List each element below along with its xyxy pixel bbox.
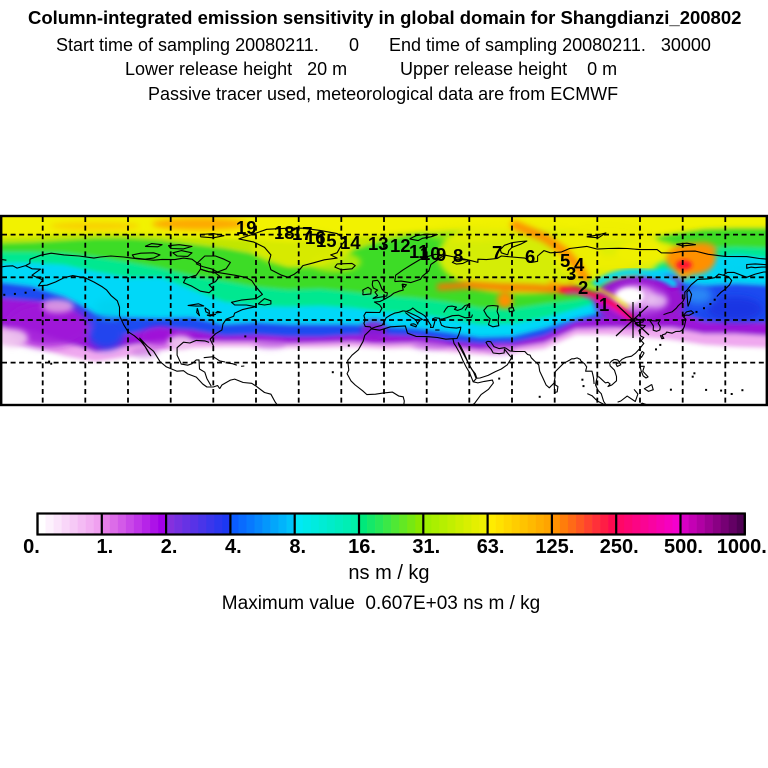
svg-text:13: 13: [368, 233, 389, 254]
svg-text:125.: 125.: [535, 536, 574, 558]
svg-text:2.: 2.: [161, 536, 178, 558]
svg-text:16: 16: [305, 227, 326, 248]
svg-text:500.: 500.: [664, 536, 703, 558]
svg-text:8.: 8.: [289, 536, 306, 558]
svg-text:250.: 250.: [600, 536, 639, 558]
svg-text:1.: 1.: [96, 536, 113, 558]
svg-text:16.: 16.: [348, 536, 376, 558]
svg-text:5: 5: [560, 250, 570, 271]
svg-text:3: 3: [566, 263, 576, 284]
svg-text:1: 1: [599, 294, 609, 315]
svg-text:12: 12: [390, 235, 411, 256]
svg-text:1000.: 1000.: [717, 536, 767, 558]
svg-text:4: 4: [574, 254, 585, 275]
svg-text:15: 15: [316, 230, 337, 251]
svg-text:31.: 31.: [412, 536, 440, 558]
svg-text:19: 19: [236, 217, 257, 238]
svg-text:11: 11: [409, 241, 429, 262]
svg-text:18: 18: [274, 222, 295, 243]
svg-text:63.: 63.: [477, 536, 505, 558]
svg-text:8: 8: [453, 245, 463, 266]
svg-text:17: 17: [292, 223, 313, 244]
svg-text:14: 14: [340, 232, 361, 253]
svg-text:6: 6: [525, 246, 535, 267]
svg-text:0.: 0.: [23, 536, 40, 558]
svg-text:9: 9: [436, 244, 446, 265]
svg-text:2: 2: [578, 277, 588, 298]
svg-text:4.: 4.: [225, 536, 242, 558]
svg-text:7: 7: [492, 242, 502, 263]
svg-text:10: 10: [420, 243, 441, 264]
